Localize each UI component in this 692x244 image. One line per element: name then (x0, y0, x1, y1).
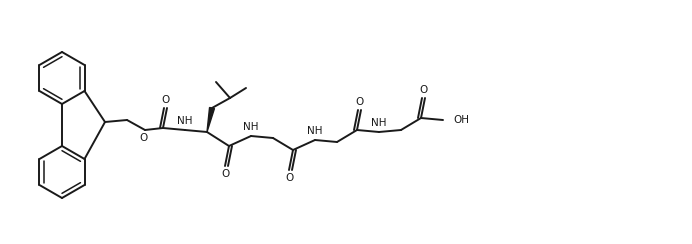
Text: O: O (139, 133, 147, 143)
Text: O: O (420, 85, 428, 95)
Text: NH: NH (177, 116, 193, 126)
Text: O: O (222, 169, 230, 179)
Text: NH: NH (244, 122, 259, 132)
Text: O: O (162, 95, 170, 105)
Polygon shape (207, 108, 215, 132)
Text: NH: NH (307, 126, 322, 136)
Text: NH: NH (371, 118, 387, 128)
Text: O: O (356, 97, 364, 107)
Text: O: O (286, 173, 294, 183)
Text: OH: OH (453, 115, 469, 125)
